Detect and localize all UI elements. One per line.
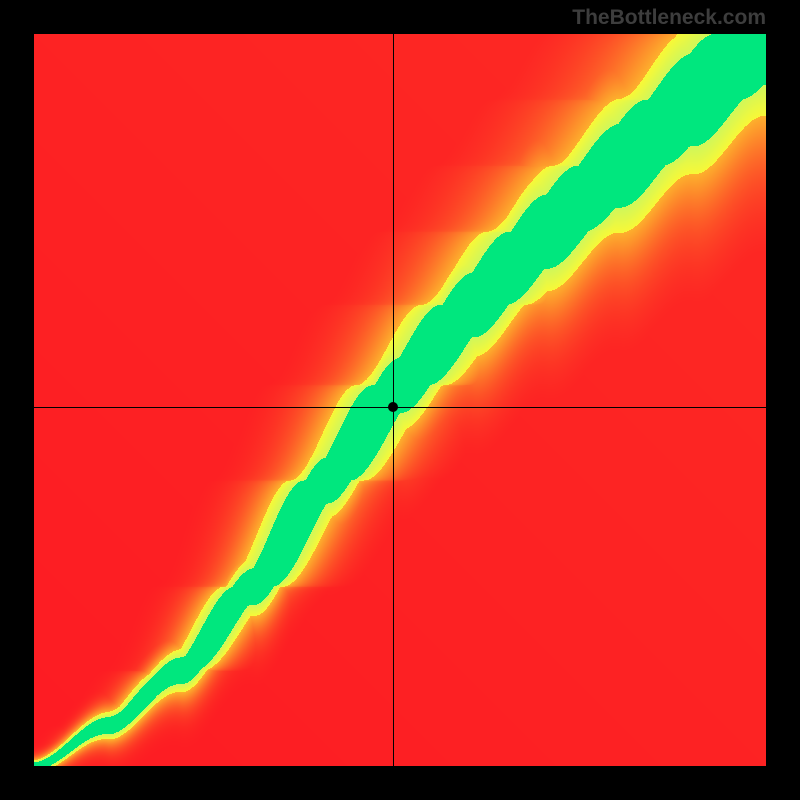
- crosshair-marker: [388, 402, 398, 412]
- watermark-text: TheBottleneck.com: [572, 6, 766, 30]
- heatmap-plot: [34, 34, 766, 766]
- heatmap-canvas: [34, 34, 766, 766]
- crosshair-vertical: [393, 34, 394, 766]
- crosshair-horizontal: [34, 407, 766, 408]
